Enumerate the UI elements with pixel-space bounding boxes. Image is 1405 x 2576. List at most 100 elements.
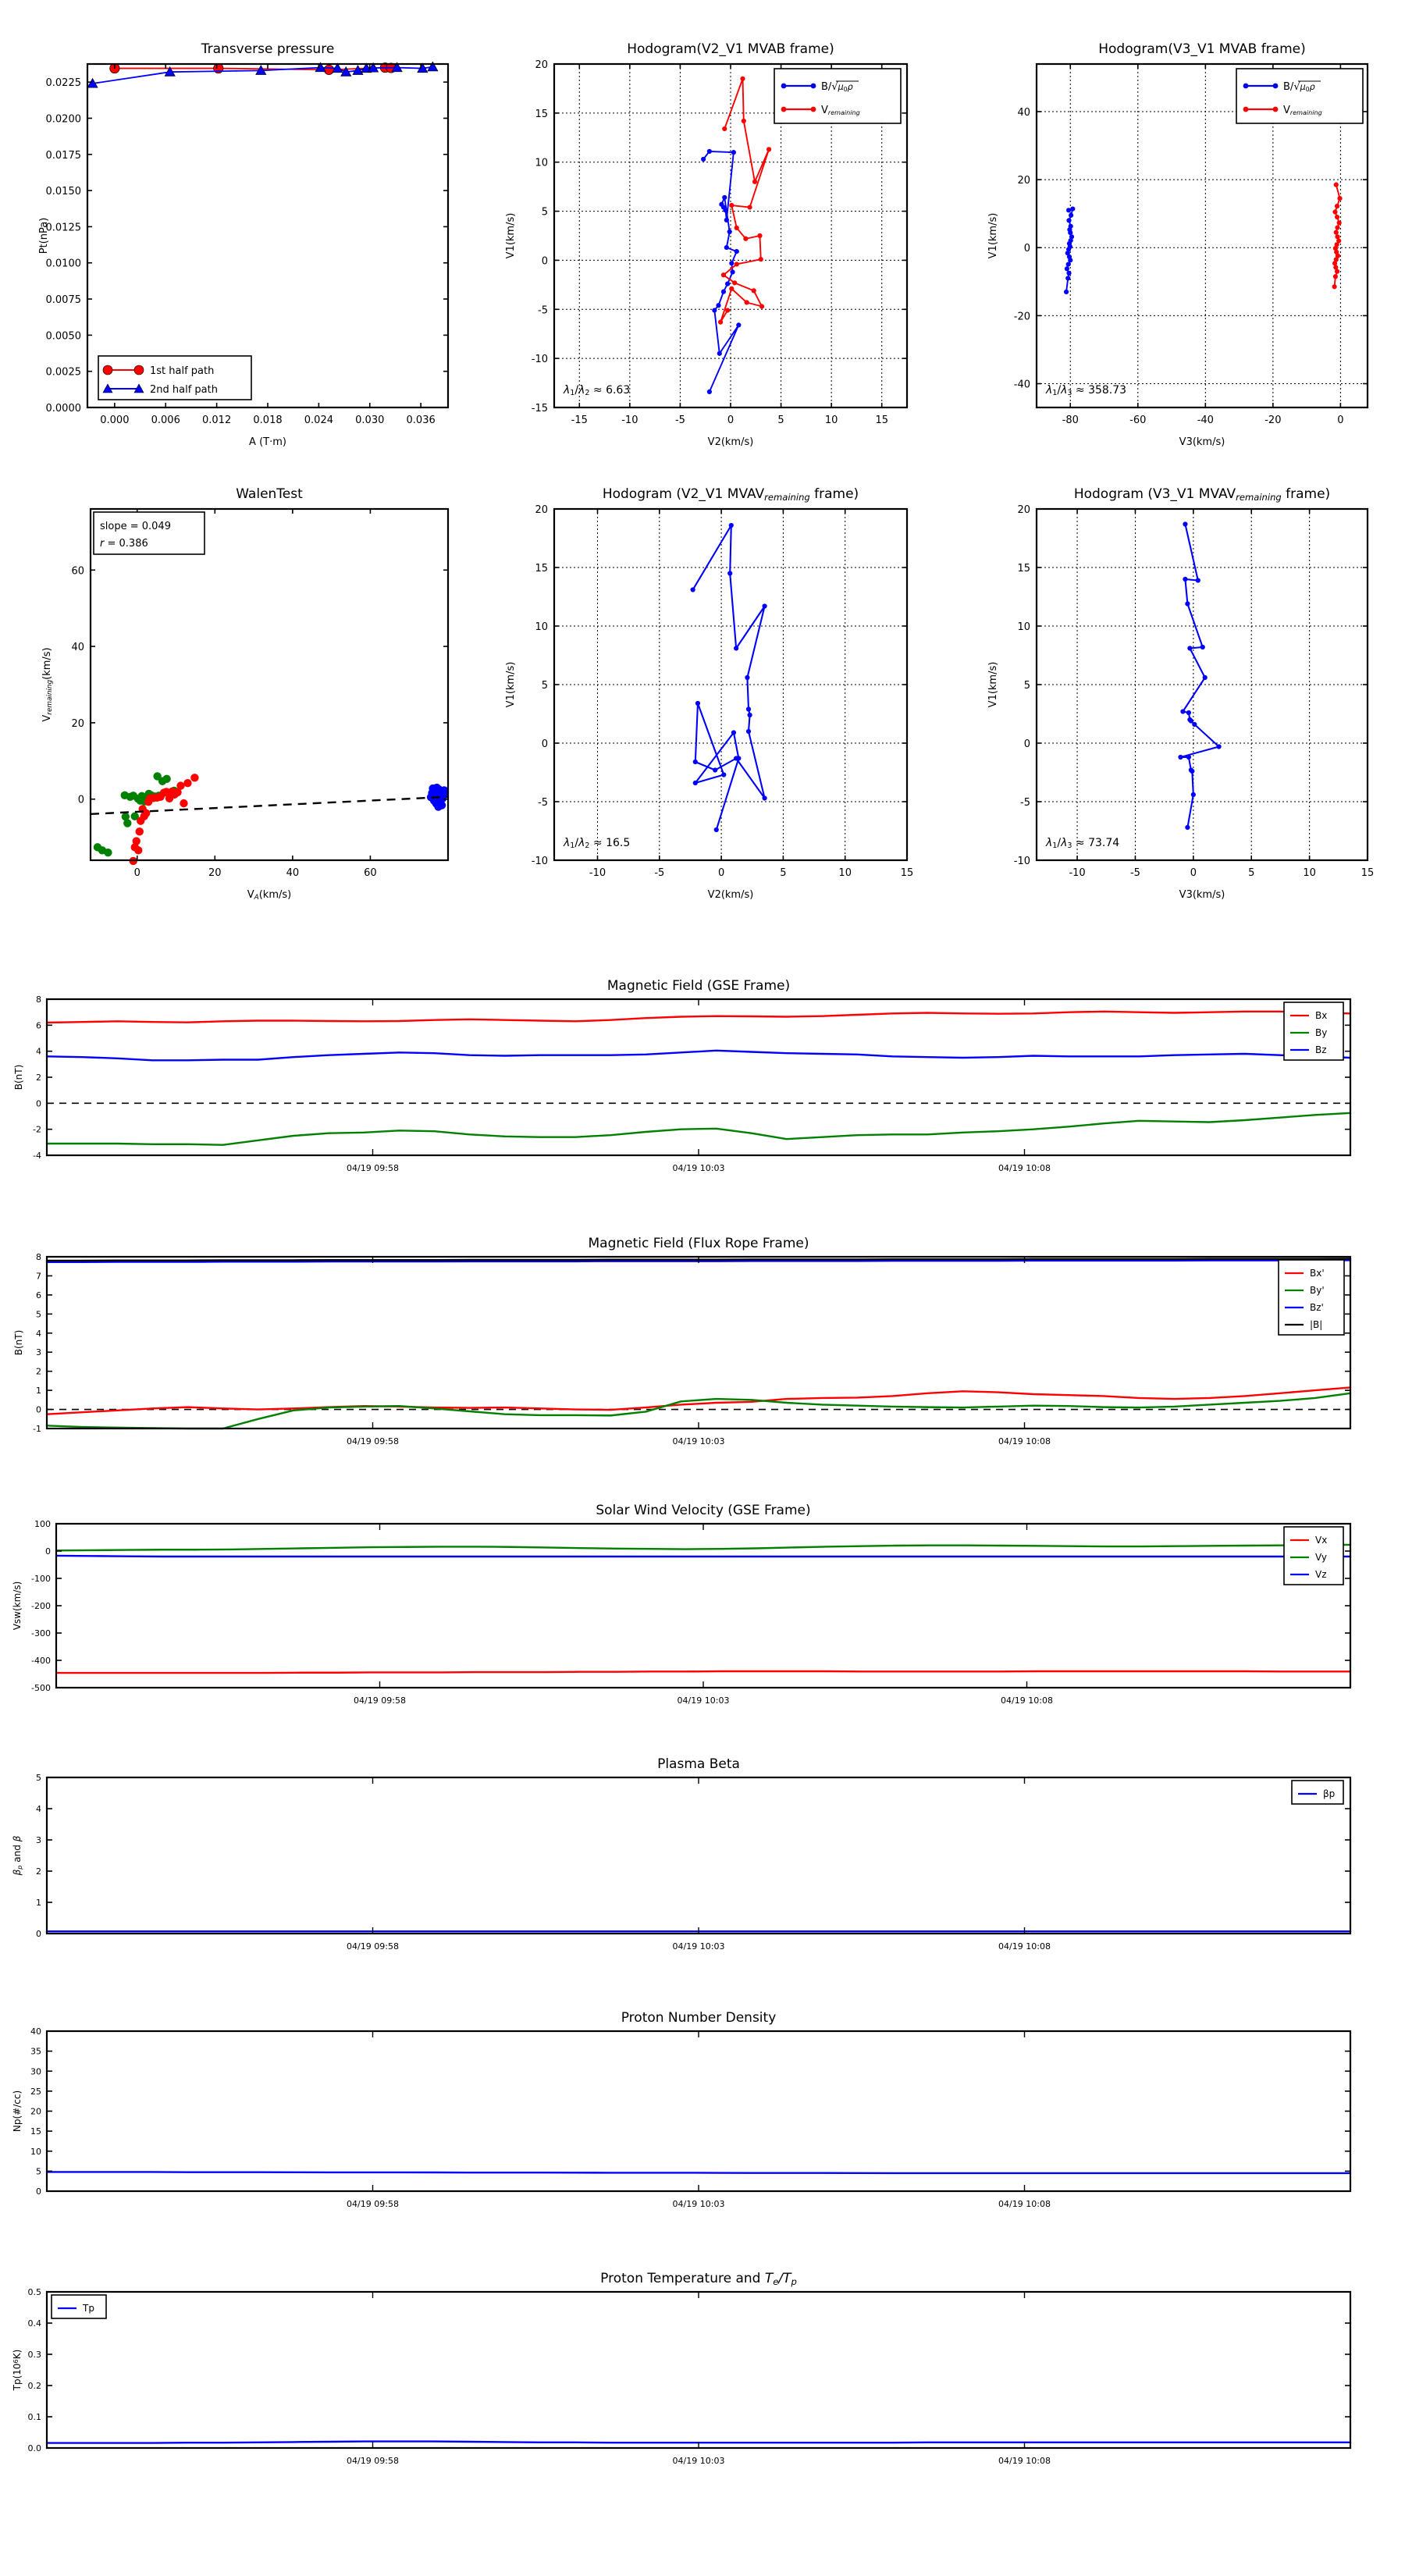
axis-tick-label: 0.0150 xyxy=(46,186,82,197)
data-point-marker xyxy=(734,262,739,267)
axis-tick-label: -500 xyxy=(31,1683,51,1693)
axis-tick-label: -20 xyxy=(1264,415,1281,426)
data-point-marker xyxy=(1063,289,1069,294)
data-point-marker xyxy=(1066,247,1072,252)
axis-tick-label: 5 xyxy=(36,1309,41,1319)
data-series-line xyxy=(55,1670,1352,1674)
axis-label: V2(km/s) xyxy=(708,436,754,448)
data-point-marker xyxy=(1243,83,1249,89)
legend-label: By' xyxy=(1310,1285,1325,1296)
axes-frame xyxy=(45,2030,1352,2193)
legend-label: Tp xyxy=(82,2303,94,2314)
axis-label: V1(km/s) xyxy=(505,662,517,708)
axis-tick-label: 10 xyxy=(838,867,852,879)
data-point-marker-triangle xyxy=(368,62,379,73)
legend-box xyxy=(774,68,902,124)
time-tick-label: 04/19 09:58 xyxy=(347,1941,399,1952)
data-point-marker xyxy=(1337,195,1343,201)
data-point-marker xyxy=(701,156,706,162)
time-tick-label: 04/19 09:58 xyxy=(347,2456,399,2466)
axis-label: V1(km/s) xyxy=(505,213,517,259)
axis-tick-label: -5 xyxy=(1130,867,1140,879)
legend-box xyxy=(51,2294,107,2319)
data-point-marker xyxy=(176,781,185,790)
axis-tick-label: 0 xyxy=(1024,243,1030,254)
data-point-marker-triangle xyxy=(102,383,113,393)
data-point-marker xyxy=(1195,578,1200,583)
data-point-marker xyxy=(133,365,144,375)
axis-tick-label: 5 xyxy=(780,867,786,879)
data-point-marker xyxy=(102,365,113,375)
data-point-marker xyxy=(722,126,727,132)
axis-label: Vremaining(km/s) xyxy=(41,647,54,721)
chart-proton-density: Proton Number Density 0 5 10 15 20 25 30 35 40 04/… xyxy=(12,2010,1352,2209)
legend-label: r = 0.386 xyxy=(100,538,148,550)
legend-box xyxy=(98,355,252,400)
time-tick-label: 04/19 10:03 xyxy=(673,1941,725,1952)
axis-label: V3(km/s) xyxy=(1179,889,1225,901)
data-point-marker xyxy=(1188,718,1193,724)
axis-tick-label: -300 xyxy=(31,1628,51,1638)
chart-title: Plasma Beta xyxy=(657,1756,740,1772)
time-tick-label: 04/19 10:03 xyxy=(673,1436,725,1446)
data-series-line xyxy=(45,2171,1352,2175)
data-point-marker xyxy=(759,304,765,309)
panel-hodogram-v2v1-mvav: Hodogram (V2_V1 MVAVremaining frame) λ1/λ… xyxy=(468,461,952,921)
data-point-marker xyxy=(134,846,143,855)
time-tick-label: 04/19 09:58 xyxy=(347,1163,399,1173)
axis-tick-label: 15 xyxy=(535,109,548,120)
data-point-marker xyxy=(1186,754,1191,760)
chart-walen-test: WalenTest 0 20 40 60 0 20 40 60 VA(km/s) Vremainin… xyxy=(41,486,450,902)
data-point-marker-triangle xyxy=(164,66,176,76)
data-point-marker xyxy=(1334,269,1340,274)
data-point-marker xyxy=(740,76,745,81)
chart-title: Solar Wind Velocity (GSE Frame) xyxy=(596,1503,810,1518)
data-series-line xyxy=(45,1112,1352,1146)
axis-tick-label: 0.0100 xyxy=(46,258,82,270)
axis-tick-label: 0.006 xyxy=(151,415,180,426)
axis-tick-label: 0.0175 xyxy=(46,150,82,162)
legend-label: Vx xyxy=(1315,1535,1327,1546)
axis-tick-label: 40 xyxy=(71,642,84,653)
axis-tick-label: 15 xyxy=(535,563,548,575)
data-point-marker xyxy=(725,281,731,286)
time-tick-label: 04/19 10:08 xyxy=(1001,1695,1053,1706)
axis-tick-label: 15 xyxy=(875,415,888,426)
data-series-line xyxy=(1179,523,1220,829)
axis-tick-label: 60 xyxy=(364,867,377,879)
data-point-marker xyxy=(722,194,727,201)
data-point-marker xyxy=(1178,754,1183,760)
data-series-line xyxy=(45,1386,1352,1415)
data-point-marker xyxy=(1335,234,1340,240)
legend-label: Bz xyxy=(1315,1044,1327,1055)
data-point-marker xyxy=(747,205,752,210)
chart-title: Transverse pressure xyxy=(201,41,335,57)
chart-hodo-v2v1-mvav: Hodogram (V2_V1 MVAVremaining frame) λ1/λ… xyxy=(505,486,914,901)
data-point-marker-triangle xyxy=(315,62,326,73)
panel-solar-wind-velocity: Solar Wind Velocity (GSE Frame) -500 -400 -… xyxy=(0,1491,1405,1733)
panel-hodogram-v2v1-mvab: Hodogram(V2_V1 MVAB frame) λ1/λ2 ≈ 6.63 -1… xyxy=(468,0,952,453)
axis-tick-label: 0 xyxy=(542,738,548,750)
axis-tick-label: 10 xyxy=(535,158,548,169)
axis-tick-label: -4 xyxy=(33,1151,41,1161)
data-point-marker xyxy=(1068,258,1073,263)
legend-box xyxy=(93,511,205,555)
data-point-marker xyxy=(121,813,130,821)
axis-tick-label: 15 xyxy=(901,867,914,879)
data-point-marker xyxy=(1066,218,1072,223)
axis-tick-label: 5 xyxy=(1248,867,1254,879)
data-point-marker xyxy=(736,756,742,761)
axis-tick-label: 0.018 xyxy=(253,415,282,426)
axes-frame xyxy=(1035,62,1369,409)
chart-bfield-gse: Magnetic Field (GSE Frame) -4 -2 0 2 4 6 8 04/19… xyxy=(13,978,1352,1173)
axis-tick-label: 60 xyxy=(71,565,84,577)
eigenvalue-ratio-annotation: λ1/λ2 ≈ 16.5 xyxy=(563,837,630,850)
data-point-marker xyxy=(736,322,742,328)
axis-tick-label: -5 xyxy=(538,304,548,316)
data-point-marker xyxy=(744,300,749,305)
data-point-marker xyxy=(1335,253,1341,258)
data-point-marker xyxy=(1332,284,1337,290)
axis-tick-label: -400 xyxy=(31,1656,51,1666)
axis-tick-label: 4 xyxy=(36,1329,41,1339)
legend-label: B(nT) xyxy=(13,1065,24,1091)
